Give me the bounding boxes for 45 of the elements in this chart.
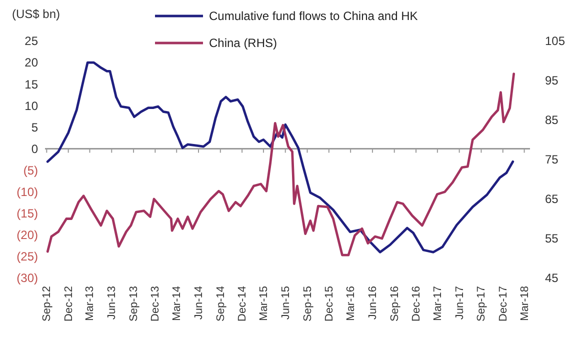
- x-tick-label: Mar-17: [432, 286, 444, 321]
- y2-tick-label: 95: [545, 74, 559, 88]
- y2-tick-label: 45: [545, 271, 559, 286]
- x-tick-label: Mar-13: [84, 286, 96, 321]
- y-tick-label: 10: [24, 98, 38, 113]
- x-tick-label: Sep-17: [476, 286, 488, 322]
- x-tick-label: Sep-13: [128, 286, 140, 322]
- y-tick-label: 15: [24, 77, 38, 92]
- legend-label: China (RHS): [209, 36, 278, 50]
- x-tick-label: Mar-14: [171, 286, 184, 321]
- x-tick-label: Sep-14: [214, 286, 227, 322]
- legend-label: Cumulative fund flows to China and HK: [209, 9, 418, 24]
- x-tick-label: Dec-13: [150, 286, 162, 322]
- y-tick-label: (20): [16, 228, 38, 242]
- y2-tick-label: 75: [545, 152, 559, 167]
- x-tick-label: Mar-15: [258, 286, 270, 321]
- y-tick-label: 20: [24, 56, 38, 70]
- x-tick-label: Jun-16: [366, 286, 379, 320]
- y2-tick-label: 55: [545, 232, 559, 246]
- y-tick-label: (30): [16, 271, 38, 286]
- y-axis-title: (US$ bn): [12, 7, 60, 21]
- x-tick-label: Jun-13: [106, 286, 118, 320]
- y-tick-label: (15): [16, 206, 38, 221]
- x-tick-label: Sep-16: [388, 286, 401, 322]
- y2-tick-label: 85: [545, 113, 559, 128]
- x-tick-label: Mar-16: [345, 286, 358, 321]
- x-tick-label: Dec-12: [62, 286, 75, 322]
- x-tick-label: Jun-14: [192, 286, 205, 320]
- x-tick-label: Dec-16: [410, 286, 423, 322]
- x-tick-label: Dec-14: [236, 286, 249, 322]
- y-tick-label: 5: [31, 120, 38, 134]
- x-tick-label: Dec-15: [323, 286, 336, 322]
- x-tick-label: Jun-17: [454, 286, 466, 320]
- x-tick-label: Jun-15: [280, 286, 292, 320]
- y-tick-label: (10): [16, 185, 38, 200]
- y-tick-label: 0: [31, 142, 38, 156]
- x-tick-label: Sep-15: [302, 286, 314, 322]
- y2-tick-label: 65: [545, 192, 559, 206]
- y2-tick-label: 105: [545, 34, 566, 48]
- y-tick-label: (5): [23, 163, 38, 178]
- x-tick-label: Mar-18: [518, 286, 531, 321]
- x-tick-label: Dec-17: [497, 286, 510, 322]
- y-tick-label: (25): [16, 250, 38, 264]
- y-tick-label: 25: [24, 34, 38, 48]
- x-tick-label: Sep-12: [41, 286, 54, 322]
